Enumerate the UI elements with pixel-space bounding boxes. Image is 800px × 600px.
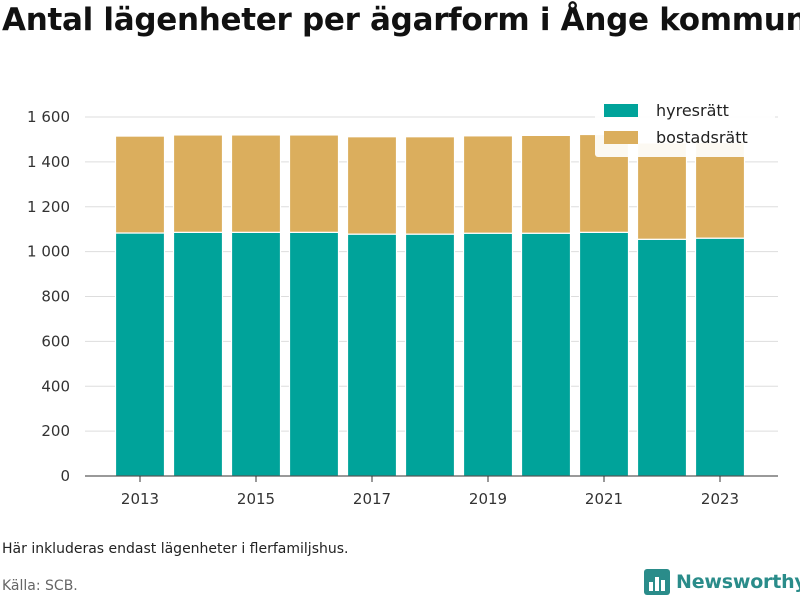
bar-bostadsratt bbox=[288, 134, 340, 233]
bar-bostadsratt bbox=[404, 136, 456, 235]
x-tick-label: 2015 bbox=[237, 490, 275, 508]
y-axis: 0 200 400 600 800 1 000 1 200 1 400 1 600 bbox=[27, 108, 70, 485]
bar-hyresratt bbox=[346, 233, 398, 477]
legend: hyresrätt bostadsrätt bbox=[595, 95, 775, 157]
bar-bostadsratt bbox=[694, 141, 746, 239]
bar-hyresratt bbox=[636, 238, 688, 477]
bar-hyresratt bbox=[288, 231, 340, 477]
bar-hyresratt bbox=[172, 231, 224, 477]
bar-bostadsratt bbox=[114, 135, 166, 234]
y-tick-label: 1 200 bbox=[27, 198, 70, 216]
bar-bostadsratt bbox=[346, 136, 398, 235]
x-tick-label: 2021 bbox=[585, 490, 623, 508]
bar-hyresratt bbox=[520, 232, 572, 477]
bar-bostadsratt bbox=[230, 134, 282, 233]
brand-logo: Newsworthy bbox=[644, 569, 800, 595]
y-tick-label: 600 bbox=[41, 332, 70, 350]
bar-bostadsratt bbox=[636, 142, 688, 240]
bar-hyresratt bbox=[230, 231, 282, 477]
x-tick-label: 2019 bbox=[469, 490, 507, 508]
newsworthy-logo-icon bbox=[644, 569, 670, 595]
y-tick-label: 800 bbox=[41, 288, 70, 306]
bar-hyresratt bbox=[578, 231, 630, 477]
bar-bostadsratt bbox=[172, 134, 224, 233]
x-tick-label: 2023 bbox=[701, 490, 739, 508]
y-tick-label: 400 bbox=[41, 377, 70, 395]
x-axis: 2013 2015 2017 2019 2021 2023 bbox=[85, 475, 778, 508]
legend-swatch bbox=[604, 104, 638, 117]
x-tick-label: 2017 bbox=[353, 490, 391, 508]
y-tick-label: 0 bbox=[60, 467, 70, 485]
x-tick-label: 2013 bbox=[121, 490, 159, 508]
y-tick-label: 1 600 bbox=[27, 108, 70, 126]
legend-label: bostadsrätt bbox=[656, 128, 748, 147]
legend-swatch bbox=[604, 131, 638, 144]
brand-name: Newsworthy bbox=[676, 571, 800, 593]
chart-note: Här inkluderas endast lägenheter i flerf… bbox=[2, 541, 349, 557]
bars bbox=[114, 133, 746, 477]
bar-hyresratt bbox=[404, 233, 456, 477]
bar-bostadsratt bbox=[462, 135, 514, 234]
legend-box bbox=[595, 95, 775, 157]
chart-title: Antal lägenheter per ägarform i Ånge kom… bbox=[2, 2, 800, 38]
y-tick-label: 200 bbox=[41, 422, 70, 440]
bar-hyresratt bbox=[462, 232, 514, 477]
bar-hyresratt bbox=[114, 232, 166, 477]
legend-label: hyresrätt bbox=[656, 101, 729, 120]
y-tick-label: 1 400 bbox=[27, 153, 70, 171]
bar-hyresratt bbox=[694, 237, 746, 477]
bar-bostadsratt bbox=[520, 134, 572, 234]
y-tick-label: 1 000 bbox=[27, 243, 70, 261]
chart-source: Källa: SCB. bbox=[2, 578, 78, 594]
